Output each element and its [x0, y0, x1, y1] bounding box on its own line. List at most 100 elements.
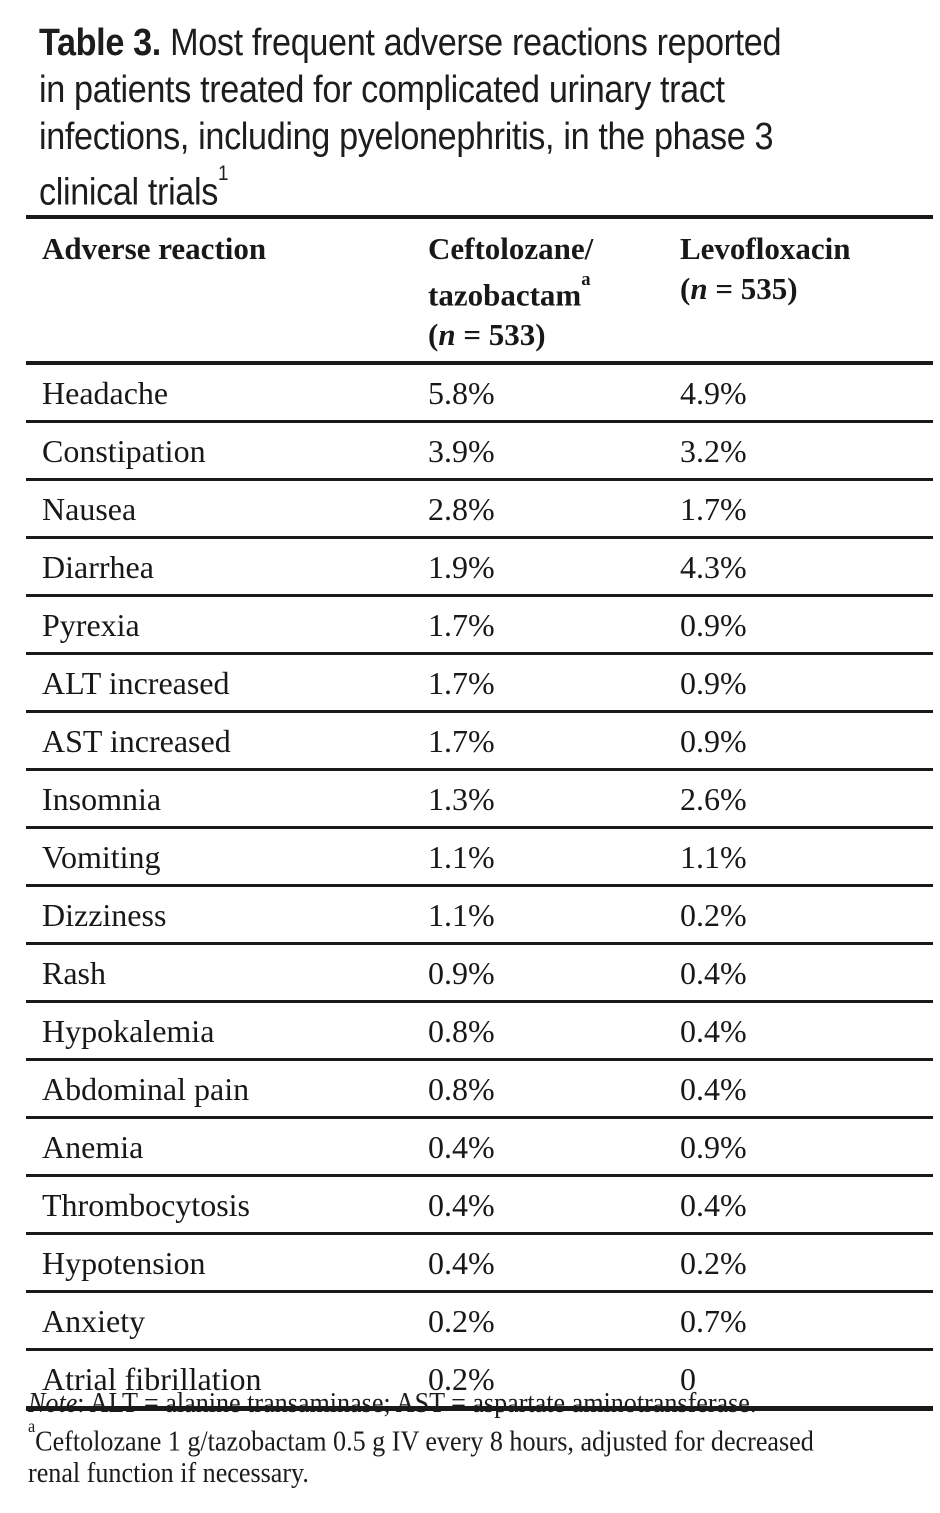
table-row: Pyrexia 1.7% 0.9% — [26, 594, 933, 654]
n-value: = 535) — [707, 271, 798, 306]
table-row: AST increased 1.7% 0.9% — [26, 710, 933, 770]
reaction-cell: Hypokalemia — [26, 1000, 428, 1060]
ceftolozane-value-cell: 1.7% — [428, 710, 680, 770]
levofloxacin-value-cell: 4.9% — [680, 361, 933, 422]
levofloxacin-value-cell: 0.2% — [680, 1232, 933, 1292]
ceftolozane-value-cell: 0.4% — [428, 1174, 680, 1234]
caption-text-4: clinical trials — [39, 171, 218, 214]
footnote-a-line-2: renal function if necessary. — [28, 1456, 309, 1489]
footnote-note-line: Note: ALT = alanine transaminase; AST = … — [28, 1388, 940, 1419]
caption-text-1: Most frequent adverse reactions reported — [160, 22, 782, 64]
reaction-cell: Headache — [26, 361, 428, 422]
levofloxacin-value-cell: 0.9% — [680, 594, 933, 654]
ceftolozane-value-cell: 1.7% — [428, 594, 680, 654]
table-row: Abdominal pain 0.8% 0.4% — [26, 1058, 933, 1118]
levofloxacin-header-n-line: (n = 535) — [680, 269, 933, 309]
ceftolozane-value-cell: 1.1% — [428, 884, 680, 944]
table-row: Rash 0.9% 0.4% — [26, 942, 933, 1002]
tazobactam-label: tazobactam — [428, 277, 582, 313]
table-row: Hypokalemia 0.8% 0.4% — [26, 1000, 933, 1060]
reaction-cell: AST increased — [26, 710, 428, 770]
ceftolozane-value-cell: 0.8% — [428, 1058, 680, 1118]
footnote-a-marker: a — [28, 1415, 36, 1436]
col-header-levofloxacin: Levofloxacin (n = 535) — [680, 217, 933, 366]
levofloxacin-value-cell: 2.6% — [680, 768, 933, 828]
reaction-cell: Constipation — [26, 420, 428, 480]
ceftolozane-value-cell: 5.8% — [428, 361, 680, 422]
levofloxacin-value-cell: 0.9% — [680, 652, 933, 712]
footnote-a-line-1: aCeftolozane 1 g/tazobactam 0.5 g IV eve… — [28, 1415, 940, 1458]
table-row: Headache 5.8% 4.9% — [26, 361, 933, 422]
reaction-cell: Rash — [26, 942, 428, 1002]
ceftolozane-value-cell: 1.1% — [428, 826, 680, 886]
reaction-cell: ALT increased — [26, 652, 428, 712]
reaction-cell: Vomiting — [26, 826, 428, 886]
ceftolozane-value-cell: 2.8% — [428, 478, 680, 538]
ceftolozane-value-cell: 0.4% — [428, 1232, 680, 1292]
levofloxacin-value-cell: 0 — [680, 1348, 933, 1409]
paren-open: ( — [428, 317, 439, 353]
table-footnote: Note: ALT = alanine transaminase; AST = … — [28, 1388, 940, 1489]
ceftolozane-value-cell: 1.7% — [428, 652, 680, 712]
ceftolozane-header-n-line: (n = 533) — [428, 315, 680, 355]
ceftolozane-value-cell: 3.9% — [428, 420, 680, 480]
table-header-row: Adverse reaction Ceftolozane/ tazobactam… — [26, 217, 933, 366]
table-number: Table 3. — [39, 22, 161, 64]
reaction-cell: Abdominal pain — [26, 1058, 428, 1118]
levofloxacin-value-cell: 1.7% — [680, 478, 933, 538]
note-label: Note — [28, 1387, 78, 1419]
table-row: Anxiety 0.2% 0.7% — [26, 1290, 933, 1350]
footnote-a-text-1: Ceftolozane 1 g/tazobactam 0.5 g IV ever… — [35, 1425, 814, 1458]
caption-line-1: Table 3. Most frequent adverse reactions… — [39, 20, 940, 67]
n-symbol: n — [438, 317, 456, 353]
table-row: Diarrhea 1.9% 4.3% — [26, 536, 933, 596]
n-symbol: n — [690, 271, 708, 306]
levofloxacin-value-cell: 4.3% — [680, 536, 933, 596]
levofloxacin-value-cell: 0.7% — [680, 1290, 933, 1350]
table-row: ALT increased 1.7% 0.9% — [26, 652, 933, 712]
caption-line-4: clinical trials1 — [39, 161, 940, 217]
footnote-a-marker-header: a — [581, 268, 591, 290]
ceftolozane-value-cell: 0.2% — [428, 1290, 680, 1350]
table-row: Nausea 2.8% 1.7% — [26, 478, 933, 538]
reaction-cell: Thrombocytosis — [26, 1174, 428, 1234]
reaction-cell: Diarrhea — [26, 536, 428, 596]
adverse-reactions-table: Adverse reaction Ceftolozane/ tazobactam… — [26, 215, 933, 1412]
reaction-cell: Atrial fibrillation — [26, 1348, 428, 1409]
table-row: Constipation 3.9% 3.2% — [26, 420, 933, 480]
levofloxacin-value-cell: 0.4% — [680, 942, 933, 1002]
table-row: Thrombocytosis 0.4% 0.4% — [26, 1174, 933, 1234]
note-text: : ALT = alanine transaminase; AST = aspa… — [77, 1387, 757, 1419]
ceftolozane-header-line-1: Ceftolozane/ — [428, 231, 594, 266]
ceftolozane-value-cell: 0.8% — [428, 1000, 680, 1060]
levofloxacin-header-line-1: Levofloxacin — [680, 231, 851, 266]
levofloxacin-value-cell: 0.9% — [680, 710, 933, 770]
levofloxacin-value-cell: 0.2% — [680, 884, 933, 944]
ceftolozane-value-cell: 1.9% — [428, 536, 680, 596]
citation-superscript: 1 — [217, 161, 229, 185]
reaction-cell: Anxiety — [26, 1290, 428, 1350]
ceftolozane-value-cell: 0.9% — [428, 942, 680, 1002]
levofloxacin-value-cell: 0.4% — [680, 1174, 933, 1234]
n-value: = 533) — [455, 317, 546, 353]
col-header-ceftolozane-tazobactam: Ceftolozane/ tazobactama (n = 533) — [428, 217, 680, 366]
table-caption: Table 3. Most frequent adverse reactions… — [39, 20, 940, 217]
levofloxacin-value-cell: 1.1% — [680, 826, 933, 886]
col-header-adverse-reaction: Adverse reaction — [26, 217, 428, 366]
reaction-cell: Hypotension — [26, 1232, 428, 1292]
ceftolozane-header-line-2: tazobactama — [428, 269, 680, 315]
reaction-cell: Pyrexia — [26, 594, 428, 654]
ceftolozane-value-cell: 0.4% — [428, 1116, 680, 1176]
table-row: Dizziness 1.1% 0.2% — [26, 884, 933, 944]
table-row: Atrial fibrillation 0.2% 0 — [26, 1348, 933, 1409]
reaction-cell: Anemia — [26, 1116, 428, 1176]
ceftolozane-value-cell: 1.3% — [428, 768, 680, 828]
reaction-cell: Dizziness — [26, 884, 428, 944]
levofloxacin-value-cell: 0.4% — [680, 1000, 933, 1060]
table-row: Anemia 0.4% 0.9% — [26, 1116, 933, 1176]
levofloxacin-value-cell: 0.4% — [680, 1058, 933, 1118]
table-row: Vomiting 1.1% 1.1% — [26, 826, 933, 886]
col-header-adverse-reaction-label: Adverse reaction — [42, 231, 267, 266]
reaction-cell: Insomnia — [26, 768, 428, 828]
